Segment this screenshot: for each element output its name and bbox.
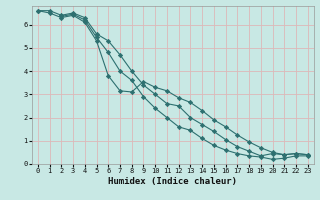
X-axis label: Humidex (Indice chaleur): Humidex (Indice chaleur) bbox=[108, 177, 237, 186]
